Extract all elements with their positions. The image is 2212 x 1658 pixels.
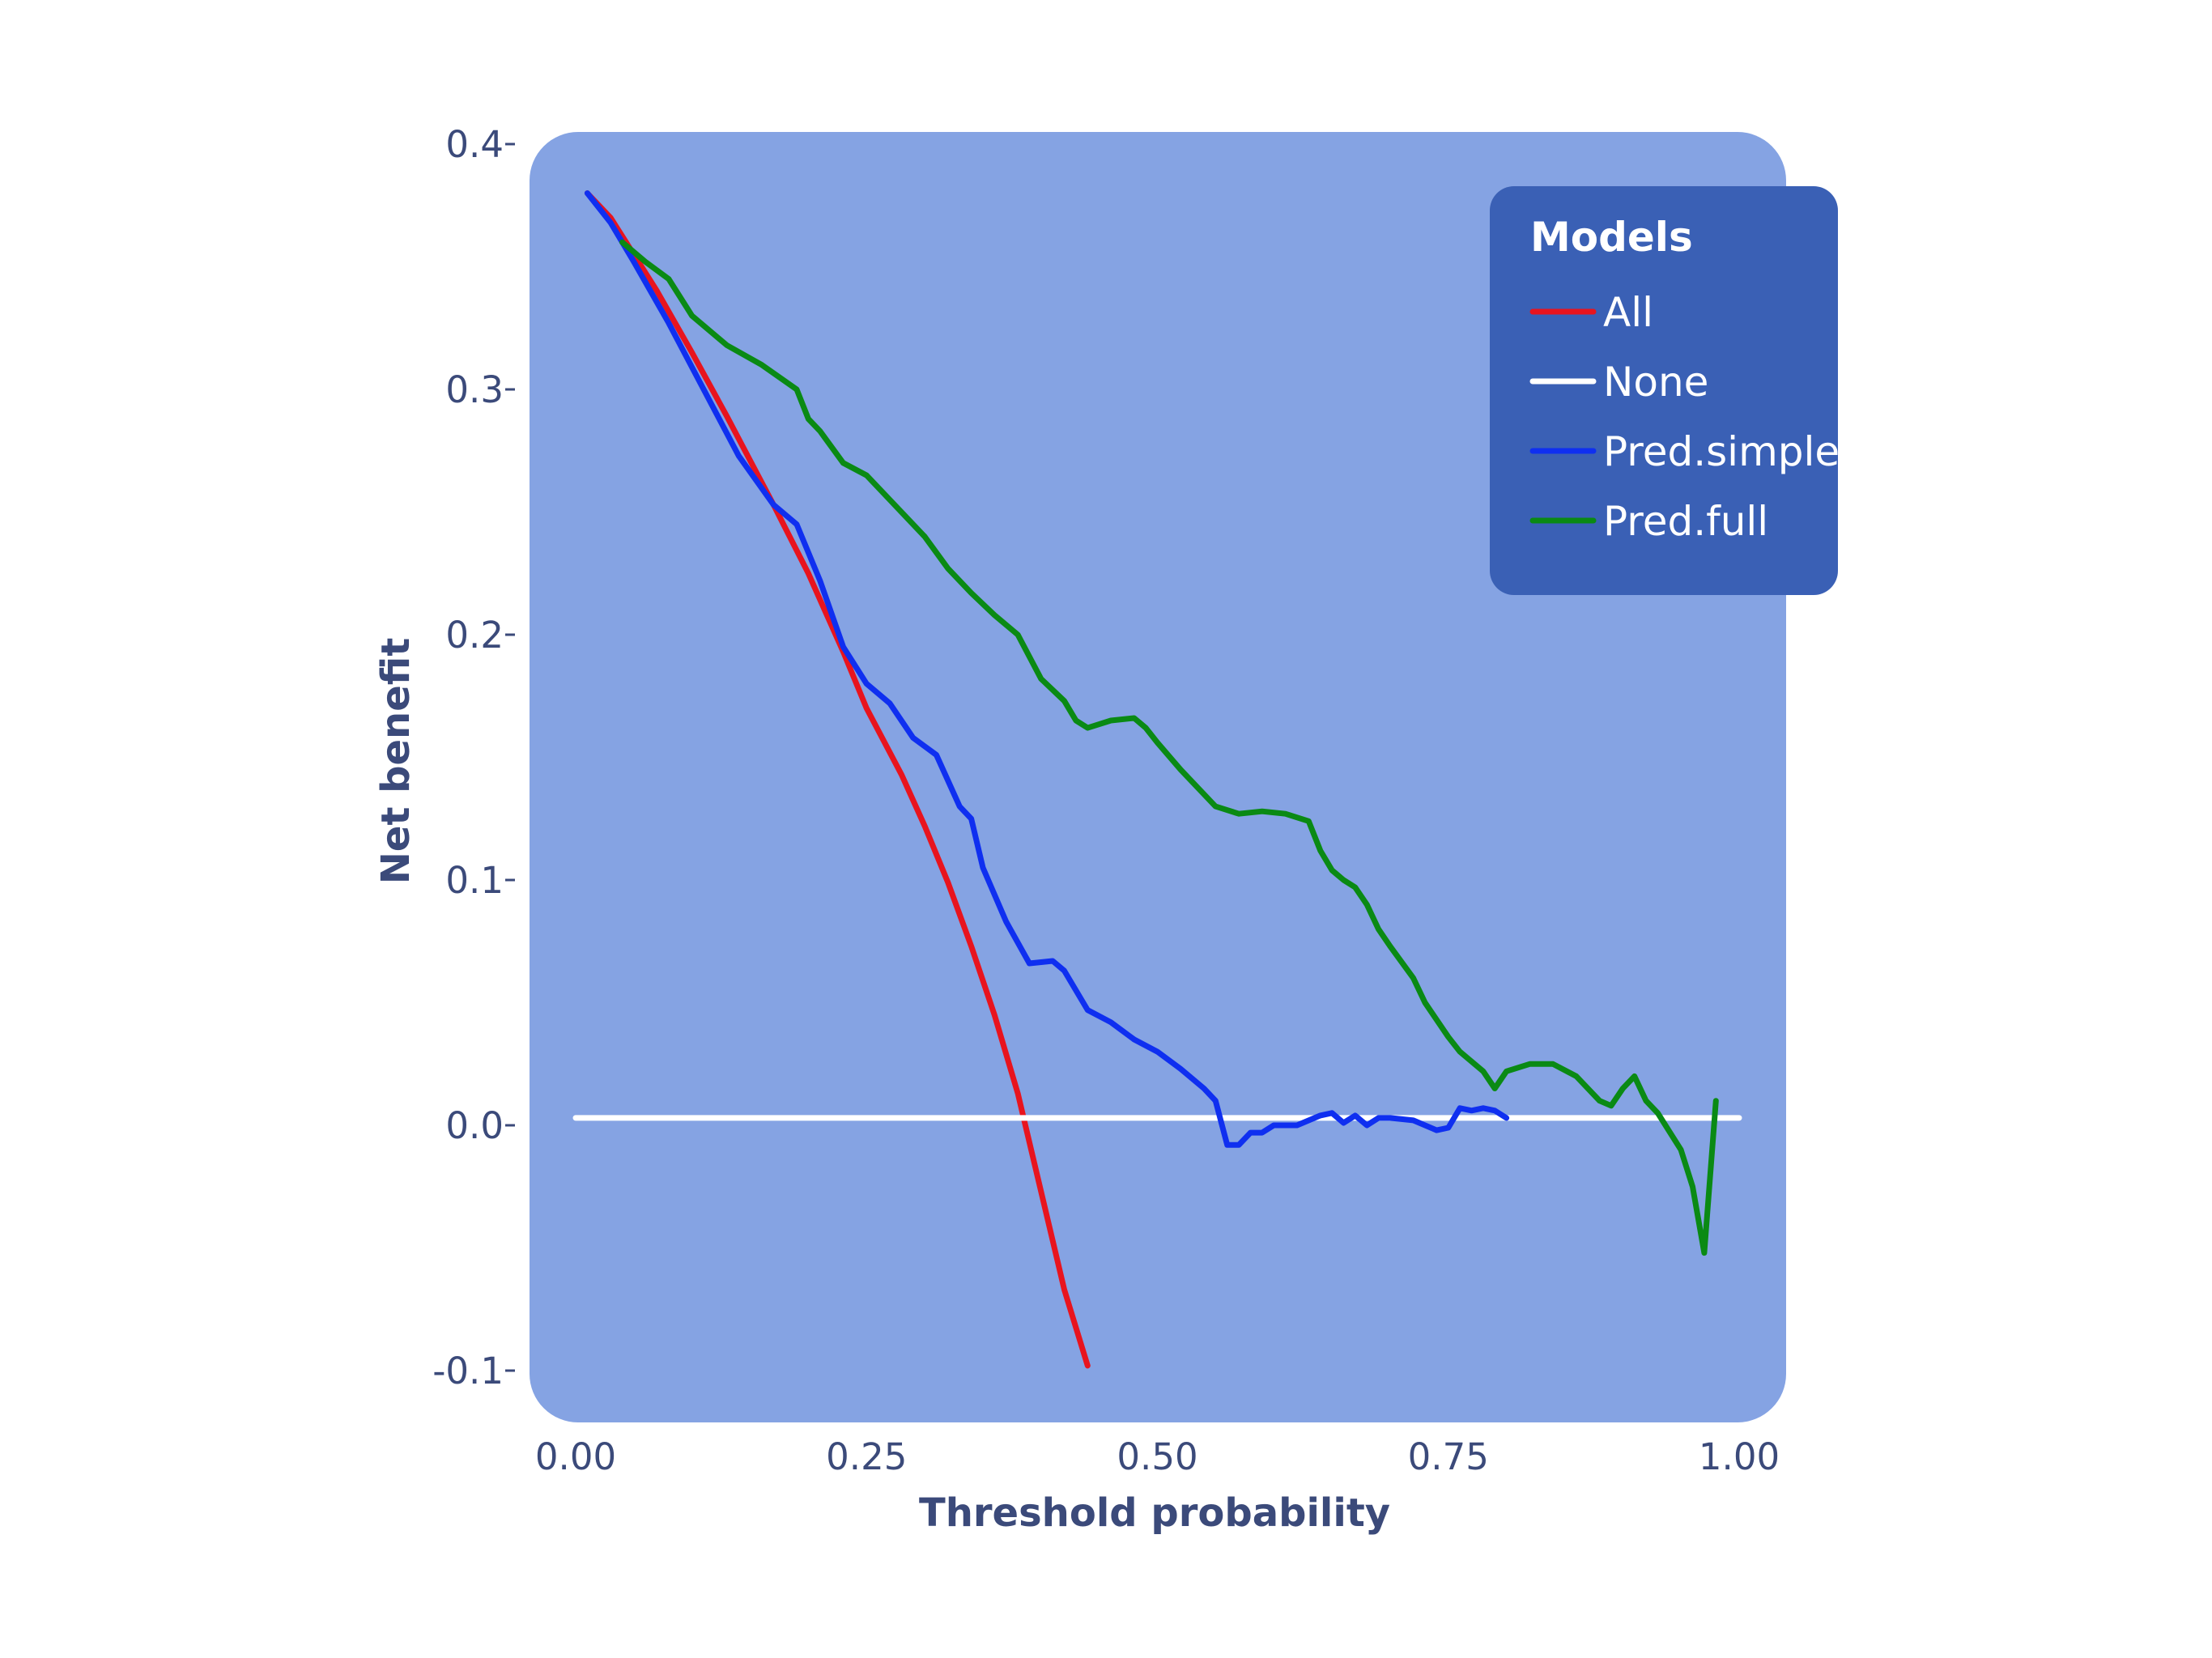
series-lines [572,190,1742,1369]
y-axis-title: Net benefit [373,638,419,885]
series-line-all [584,190,1091,1369]
legend-label-none: None [1603,359,1708,406]
legend-label-pred-simple: Pred.simple [1603,428,1840,475]
x-tick-label: 1.00 [1699,1435,1780,1478]
series-line-pred-full [619,239,1719,1256]
legend-title: Models [1530,214,1693,261]
y-tick-label: 0.2 [445,614,504,657]
legend-box [1490,186,1838,595]
x-axis-title: Threshold probability [919,1490,1390,1536]
series-line-pred-simple [584,190,1510,1148]
x-tick-label: 0.00 [535,1435,616,1478]
y-tick-label: 0.0 [445,1104,504,1147]
y-tick-label: -0.1 [432,1350,504,1392]
y-tick-label: 0.1 [445,859,504,902]
plot-panel [530,132,1786,1422]
x-tick-label: 0.25 [826,1435,907,1478]
y-tick-label: 0.3 [445,368,504,411]
legend-label-all: All [1603,289,1653,336]
y-tick-label: 0.4 [445,123,504,166]
x-tick-label: 0.50 [1117,1435,1197,1478]
legend-label-pred-full: Pred.full [1603,498,1768,545]
legend: Models All None Pred.simple Pred.full [1490,186,1840,595]
x-tick-label: 0.75 [1408,1435,1489,1478]
legend-items: All None Pred.simple Pred.full [1529,289,1840,545]
axis-ticks: 0.00 0.25 0.50 0.75 1.00 -0.1 0.0 0.1 0.2 0.3 0.4 [432,123,1780,1478]
